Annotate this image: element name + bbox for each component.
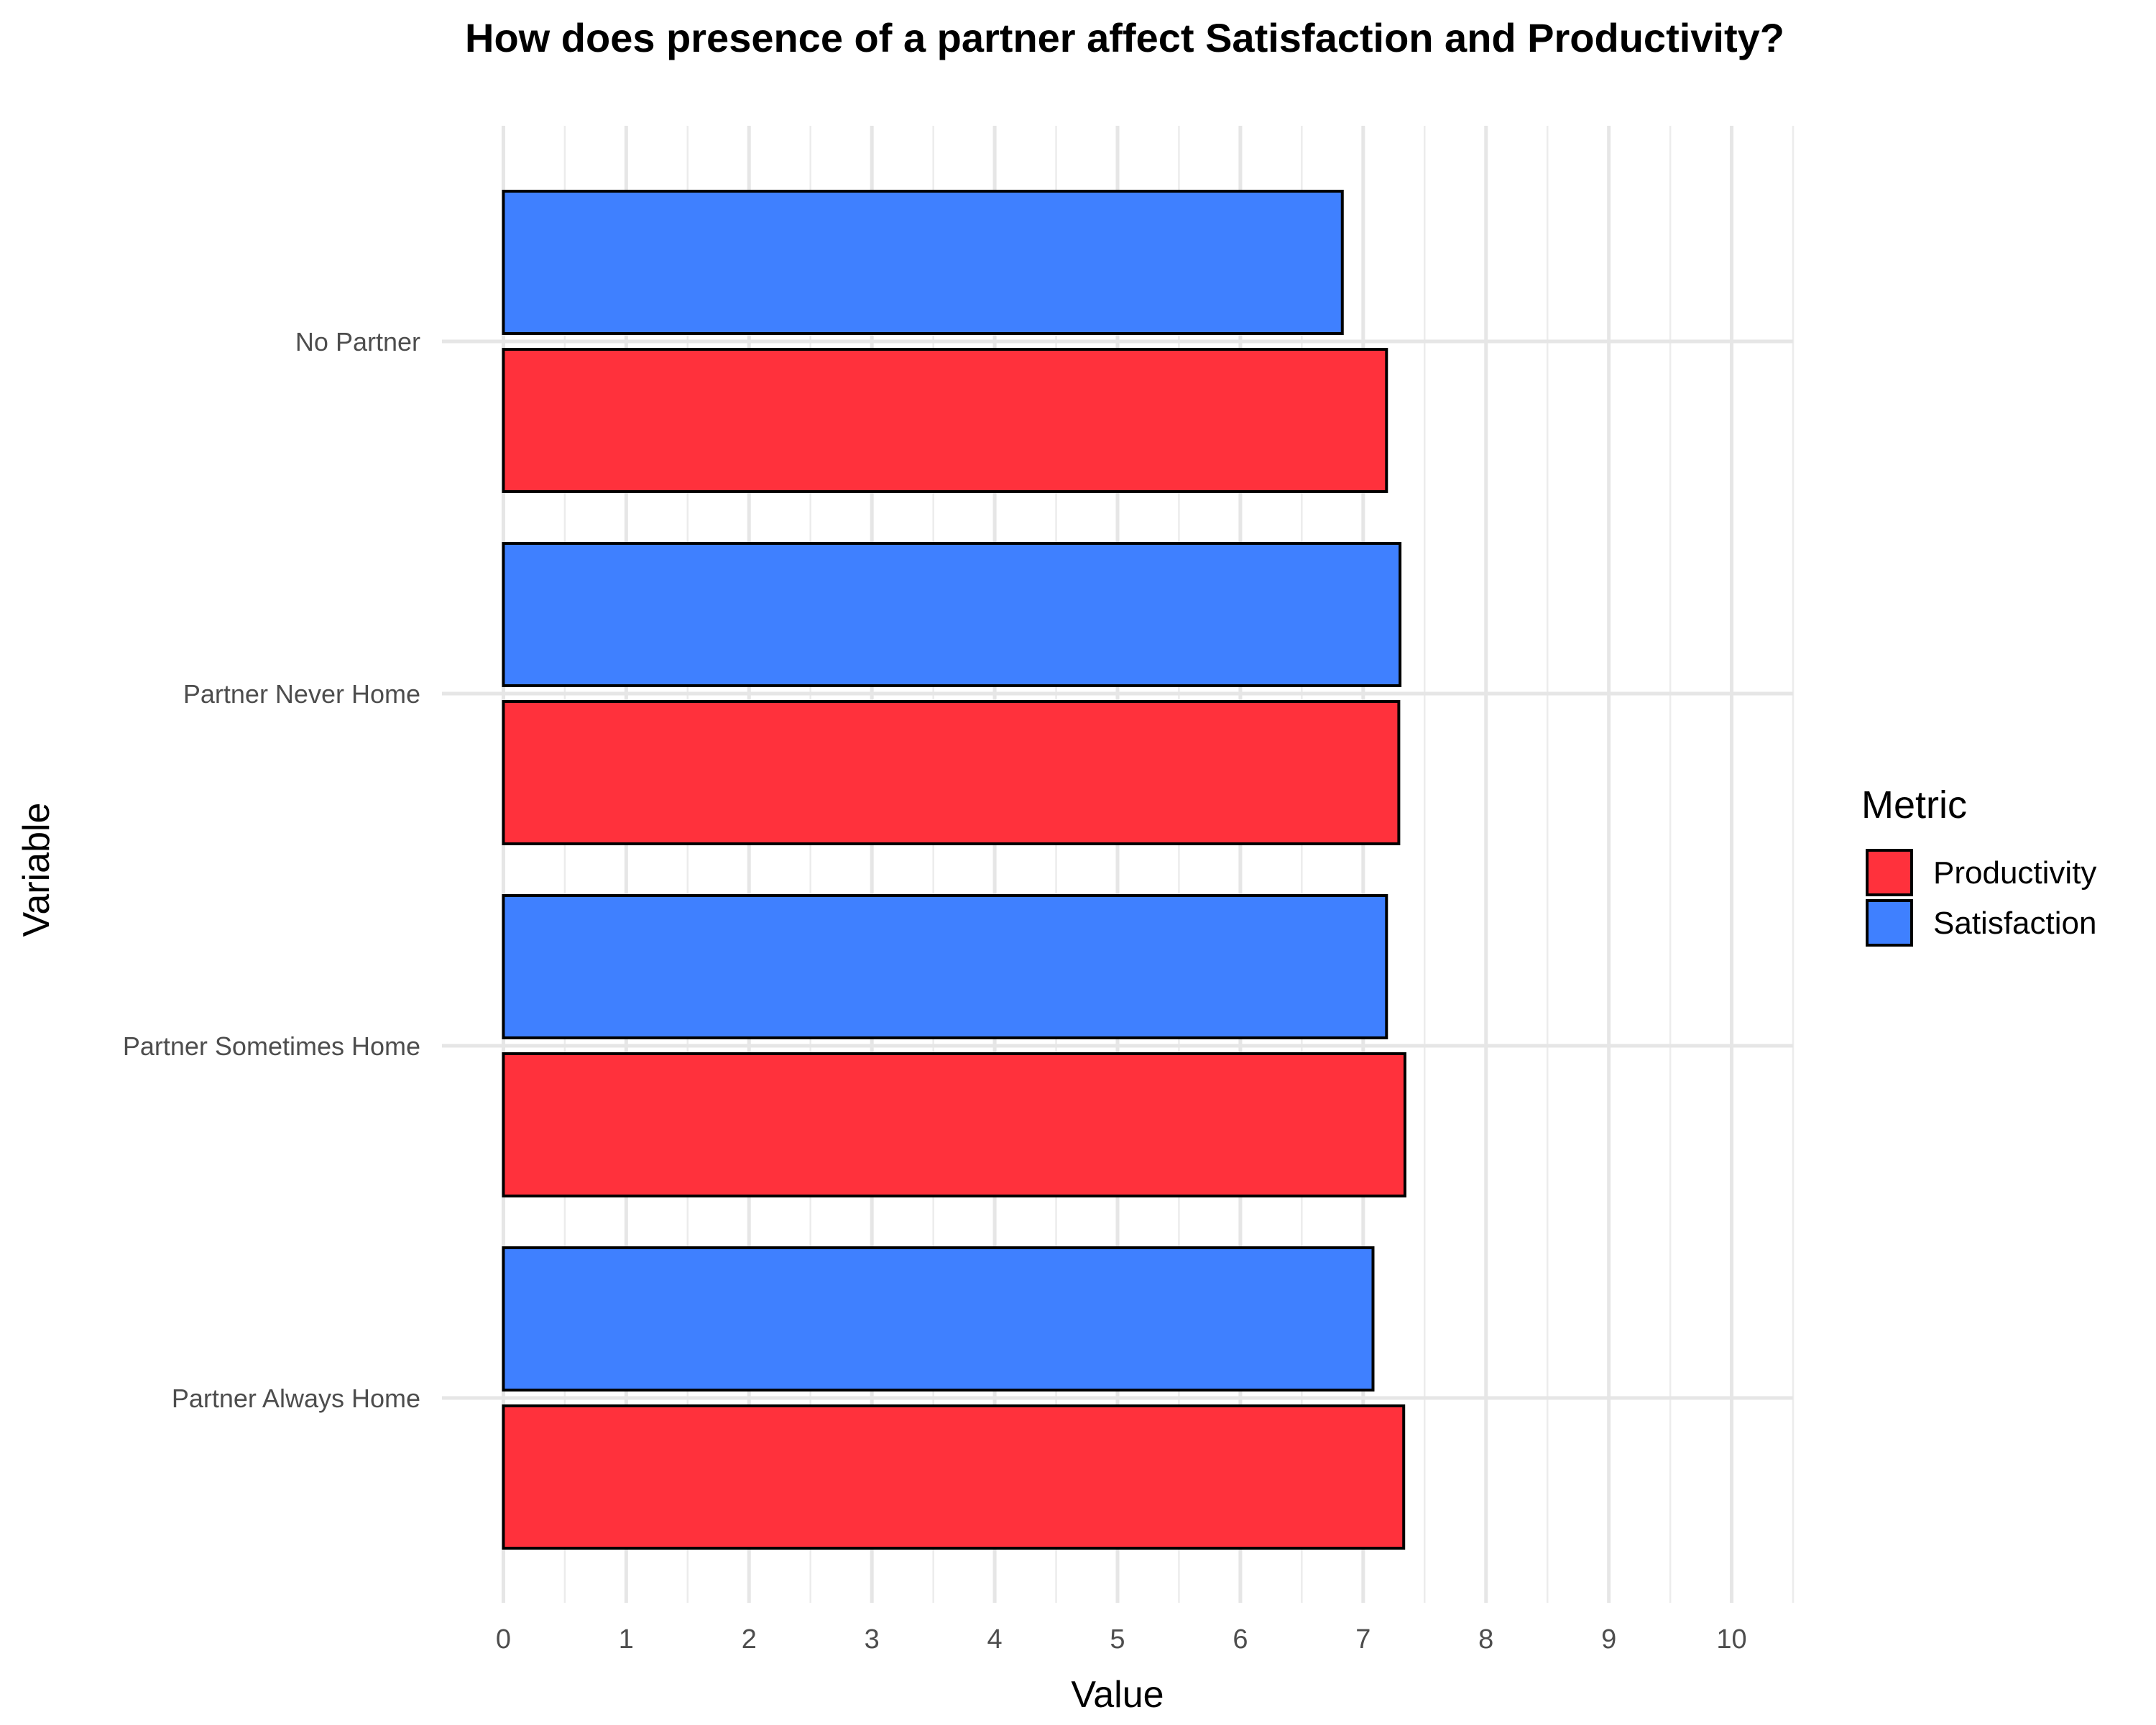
legend-swatch-productivity [1866, 849, 1913, 896]
x-tick-label: 1 [619, 1624, 634, 1655]
bars [502, 190, 1406, 1550]
bar-satisfaction-partner-never-home [502, 542, 1402, 687]
bar-productivity-no-partner [502, 348, 1388, 493]
bar-satisfaction-partner-always-home [502, 1246, 1375, 1392]
x-tick-label: 7 [1355, 1624, 1370, 1655]
bar-productivity-partner-never-home [502, 700, 1401, 845]
y-category-label: Partner Always Home [172, 1384, 420, 1413]
x-tick-label: 4 [987, 1624, 1003, 1655]
bar-productivity-partner-always-home [502, 1404, 1406, 1550]
legend-label-satisfaction: Satisfaction [1933, 906, 2096, 941]
legend-title: Metric [1861, 783, 1967, 827]
legend: Metric Productivity Satisfaction [1861, 783, 2096, 947]
x-tick-label: 6 [1233, 1624, 1248, 1655]
x-tick-label: 3 [865, 1624, 880, 1655]
bar-productivity-partner-sometimes-home [502, 1052, 1406, 1197]
chart-title: How does presence of a partner affect Sa… [465, 15, 1784, 60]
x-tick-label: 2 [742, 1624, 757, 1655]
y-axis-categories: No Partner Partner Never Home Partner Some… [123, 327, 420, 1413]
y-category-label: Partner Never Home [183, 679, 420, 709]
x-tick-label: 8 [1478, 1624, 1493, 1655]
y-axis-title: Variable [16, 803, 57, 937]
y-category-label: No Partner [295, 327, 420, 356]
x-tick-label: 10 [1716, 1624, 1746, 1655]
y-category-label: Partner Sometimes Home [123, 1031, 420, 1061]
legend-swatch-satisfaction [1866, 899, 1913, 947]
x-axis-ticks: 0 1 2 3 4 5 6 7 8 9 10 [496, 1624, 1747, 1655]
x-axis-title: Value [1071, 1674, 1164, 1716]
x-tick-label: 9 [1601, 1624, 1616, 1655]
bar-satisfaction-partner-sometimes-home [502, 894, 1388, 1039]
bar-satisfaction-no-partner [502, 190, 1344, 335]
x-tick-label: 5 [1110, 1624, 1125, 1655]
legend-label-productivity: Productivity [1933, 855, 2096, 891]
x-tick-label: 0 [496, 1624, 511, 1655]
